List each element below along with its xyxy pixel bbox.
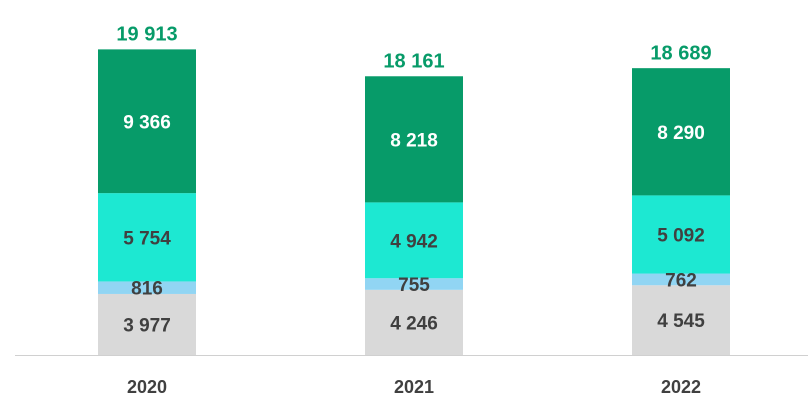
total-label: 18 689	[650, 42, 711, 64]
bar-segment	[98, 281, 196, 294]
data-label: 3 977	[123, 315, 171, 336]
bar-segment	[98, 49, 196, 194]
x-tick-label: 2022	[661, 377, 701, 397]
data-label: 5 754	[123, 228, 171, 249]
x-tick-label: 2020	[127, 377, 167, 397]
data-label: 762	[665, 270, 697, 291]
total-label: 18 161	[383, 51, 444, 73]
data-label: 8 218	[390, 130, 438, 151]
data-label: 4 545	[657, 311, 705, 332]
bar-segment	[632, 285, 730, 355]
bar-segment	[632, 195, 730, 274]
data-label: 755	[398, 275, 430, 296]
bar-segment	[632, 68, 730, 196]
data-label: 5 092	[657, 225, 705, 246]
data-label: 4 942	[390, 231, 438, 252]
bar-segment	[98, 193, 196, 282]
bar-segment	[632, 273, 730, 286]
x-tick-label: 2021	[394, 377, 434, 397]
bar-segment	[365, 202, 463, 279]
data-label: 9 366	[123, 112, 171, 133]
data-label: 4 246	[390, 313, 438, 334]
bar-segment	[98, 293, 196, 355]
data-label: 8 290	[657, 123, 705, 144]
total-label: 19 913	[116, 24, 177, 46]
bar-segment	[365, 76, 463, 203]
bar-segment	[365, 278, 463, 290]
bar-segment	[365, 289, 463, 355]
data-label: 816	[131, 279, 163, 300]
